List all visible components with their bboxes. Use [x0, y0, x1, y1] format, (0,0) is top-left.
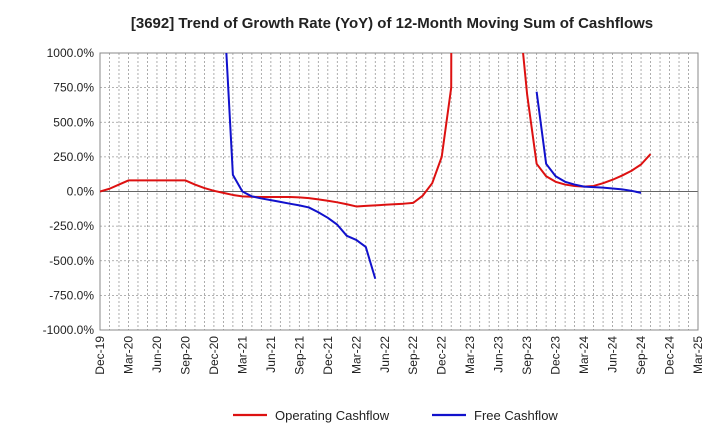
- x-tick-label: Mar-20: [121, 336, 135, 374]
- x-tick-label: Sep-24: [634, 336, 648, 375]
- x-tick-label: Jun-22: [378, 336, 392, 373]
- y-tick-label: -500.0%: [49, 254, 94, 268]
- grid: [99, 52, 699, 331]
- x-tick-label: Sep-22: [406, 336, 420, 375]
- x-tick-label: Dec-24: [663, 336, 677, 375]
- x-tick-label: Mar-21: [235, 336, 249, 374]
- x-tick-label: Dec-22: [435, 336, 449, 375]
- x-tick-label: Dec-23: [549, 336, 563, 375]
- y-axis: -1000.0% -750.0% -500.0% -250.0% 0.0% 250.0% 5…: [43, 46, 95, 337]
- x-tick-label: Jun-21: [264, 336, 278, 373]
- x-tick-label: Dec-19: [93, 336, 107, 375]
- y-tick-label: 500.0%: [53, 115, 94, 129]
- y-tick-label: -750.0%: [49, 288, 94, 302]
- x-tick-label: Mar-23: [463, 336, 477, 374]
- y-tick-label: 1000.0%: [47, 46, 95, 60]
- series-line-free-cashflow: [535, 91, 642, 194]
- x-axis: Dec-19 Mar-20 Jun-20 Sep-20 Dec-20 Mar-21 Jun-…: [93, 336, 705, 375]
- x-tick-label: Mar-25: [691, 336, 705, 374]
- x-tick-label: Mar-24: [577, 336, 591, 374]
- series-line-operating-cashflow: [100, 53, 453, 208]
- y-tick-label: -250.0%: [49, 219, 94, 233]
- x-tick-label: Sep-23: [520, 336, 534, 375]
- x-tick-label: Jun-24: [606, 336, 620, 373]
- y-tick-label: 750.0%: [53, 81, 94, 95]
- legend: Operating Cashflow Free Cashflow: [233, 408, 558, 423]
- x-tick-label: Sep-20: [178, 336, 192, 375]
- x-tick-label: Mar-22: [349, 336, 363, 374]
- legend-label: Free Cashflow: [474, 408, 558, 423]
- y-tick-label: 250.0%: [53, 150, 94, 164]
- legend-label: Operating Cashflow: [275, 408, 390, 423]
- x-tick-label: Sep-21: [292, 336, 306, 375]
- x-tick-label: Dec-21: [321, 336, 335, 375]
- plot-area: [100, 53, 652, 280]
- chart-title: [3692] Trend of Growth Rate (YoY) of 12-…: [131, 15, 653, 32]
- y-tick-label: -1000.0%: [43, 323, 95, 337]
- series-line-free-cashflow: [225, 53, 377, 280]
- y-tick-label: 0.0%: [67, 185, 95, 199]
- x-tick-label: Jun-20: [150, 336, 164, 373]
- x-tick-label: Dec-20: [207, 336, 221, 375]
- x-tick-label: Jun-23: [492, 336, 506, 373]
